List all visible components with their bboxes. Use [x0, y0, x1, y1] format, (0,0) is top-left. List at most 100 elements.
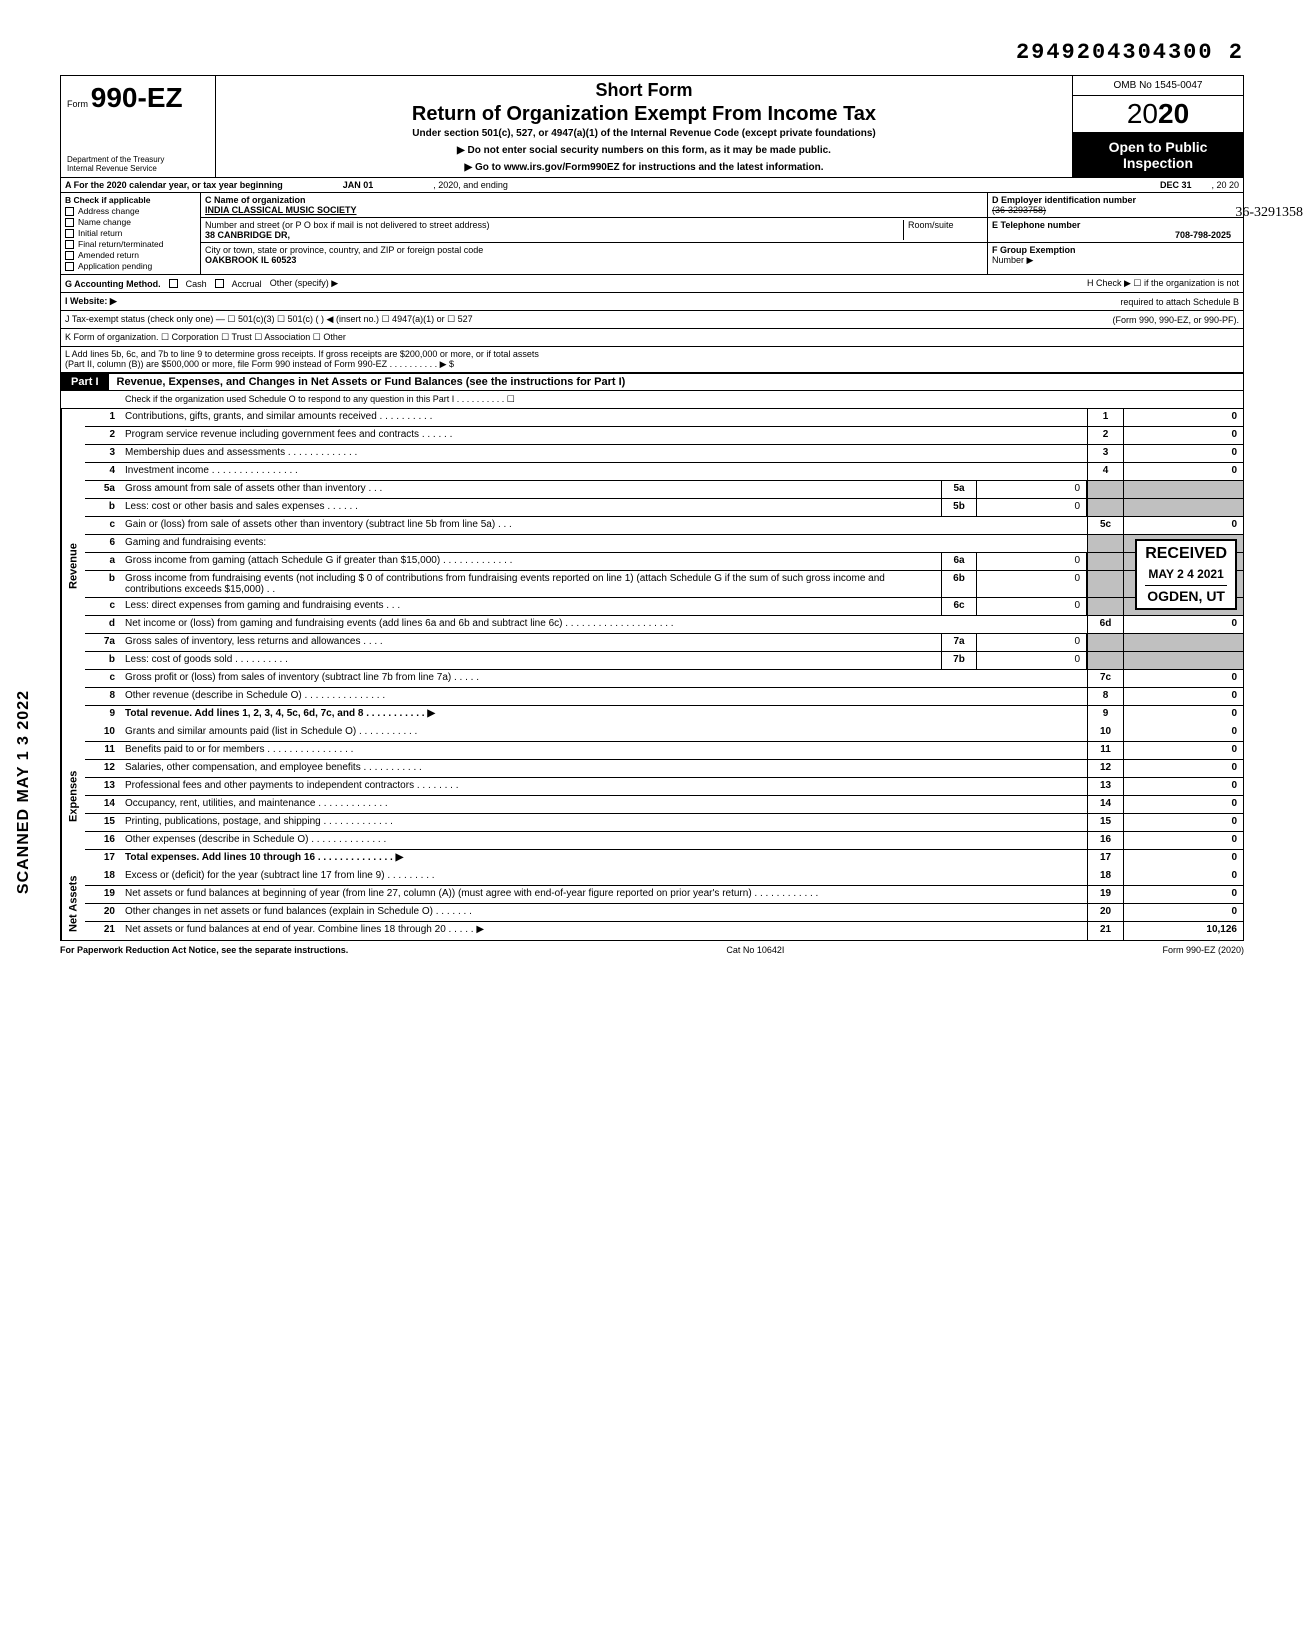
end-val: 0 — [1123, 706, 1243, 724]
end-box-shaded — [1087, 571, 1123, 597]
part1-check-text: Check if the organization used Schedule … — [65, 394, 515, 405]
f-label: F Group Exemption — [992, 245, 1076, 255]
address: 38 CANBRIDGE DR, — [205, 230, 290, 240]
line-num: a — [85, 553, 121, 570]
line-row-7a: 7aGross sales of inventory, less returns… — [85, 634, 1243, 652]
line-num: c — [85, 670, 121, 687]
end-box-shaded — [1087, 499, 1123, 516]
line-num: 14 — [85, 796, 121, 813]
line-num: b — [85, 571, 121, 597]
end-val: 0 — [1123, 832, 1243, 849]
footer-right: Form 990-EZ (2020) — [1162, 945, 1244, 955]
end-val: 0 — [1123, 724, 1243, 741]
line-desc: Salaries, other compensation, and employ… — [121, 760, 1087, 777]
lbl-accrual: Accrual — [232, 279, 262, 289]
omb-number: OMB No 1545-0047 — [1073, 76, 1243, 96]
row-a-suffix: , 20 20 — [1211, 180, 1239, 190]
line-desc: Net assets or fund balances at end of ye… — [121, 922, 1087, 940]
line-num: 1 — [85, 409, 121, 426]
short-form-title: Short Form — [226, 80, 1062, 101]
line-row-11: 11Benefits paid to or for members . . . … — [85, 742, 1243, 760]
line-row-1: 1Contributions, gifts, grants, and simil… — [85, 409, 1243, 427]
end-val: 0 — [1123, 463, 1243, 480]
lbl-final-return: Final return/terminated — [78, 239, 164, 249]
part1-header: Part I Revenue, Expenses, and Changes in… — [61, 373, 1243, 391]
row-i: I Website: ▶ required to attach Schedule… — [61, 293, 1243, 311]
end-box: 15 — [1087, 814, 1123, 831]
end-val: 0 — [1123, 742, 1243, 759]
l-text: L Add lines 5b, 6c, and 7b to line 9 to … — [65, 349, 539, 370]
line-num: b — [85, 499, 121, 516]
end-val: 0 — [1123, 904, 1243, 921]
chk-application-pending[interactable] — [65, 262, 74, 271]
mid-box: 5b — [941, 499, 977, 516]
end-box: 4 — [1087, 463, 1123, 480]
mid-box: 6c — [941, 598, 977, 615]
lbl-address-change: Address change — [78, 206, 139, 216]
scanned-stamp: SCANNED MAY 1 3 2022 — [15, 690, 33, 894]
chk-name-change[interactable] — [65, 218, 74, 227]
line-row-d: dNet income or (loss) from gaming and fu… — [85, 616, 1243, 634]
received-stamp: RECEIVED MAY 2 4 2021 OGDEN, UT — [1135, 539, 1237, 610]
mid-val: 0 — [977, 481, 1087, 498]
row-j: J Tax-exempt status (check only one) — ☐… — [61, 311, 1243, 329]
chk-final-return[interactable] — [65, 240, 74, 249]
revenue-section: Revenue 1Contributions, gifts, grants, a… — [61, 409, 1243, 724]
row-k: K Form of organization. ☐ Corporation ☐ … — [61, 329, 1243, 347]
h-text-2: required to attach Schedule B — [1120, 297, 1239, 307]
chk-amended-return[interactable] — [65, 251, 74, 260]
end-val: 0 — [1123, 868, 1243, 885]
line-row-b: bGross income from fundraising events (n… — [85, 571, 1243, 598]
open-public-badge: Open to Public Inspection — [1073, 133, 1243, 177]
row-a: A For the 2020 calendar year, or tax yea… — [61, 178, 1243, 193]
line-desc: Occupancy, rent, utilities, and maintena… — [121, 796, 1087, 813]
phone: 708-798-2025 — [992, 230, 1239, 240]
d-label: D Employer identification number — [992, 195, 1136, 205]
form-prefix: Form — [67, 99, 88, 109]
chk-initial-return[interactable] — [65, 229, 74, 238]
line-desc: Professional fees and other payments to … — [121, 778, 1087, 795]
h-text: H Check ▶ ☐ if the organization is not — [1087, 278, 1239, 289]
line-row-5a: 5aGross amount from sale of assets other… — [85, 481, 1243, 499]
dept-text: Department of the Treasury Internal Reve… — [67, 155, 164, 173]
end-box: 11 — [1087, 742, 1123, 759]
lbl-other-specify: Other (specify) ▶ — [270, 278, 338, 289]
line-row-3: 3Membership dues and assessments . . . .… — [85, 445, 1243, 463]
netassets-section: Net Assets 18Excess or (deficit) for the… — [61, 868, 1243, 940]
line-num: 12 — [85, 760, 121, 777]
info-grid: B Check if applicable Address change Nam… — [61, 193, 1243, 275]
part1-label: Part I — [61, 374, 109, 390]
part1-title: Revenue, Expenses, and Changes in Net As… — [109, 376, 626, 388]
line-row-a: aGross income from gaming (attach Schedu… — [85, 553, 1243, 571]
chk-address-change[interactable] — [65, 207, 74, 216]
line-num: 4 — [85, 463, 121, 480]
chk-cash[interactable] — [169, 279, 178, 288]
line-desc: Gross sales of inventory, less returns a… — [121, 634, 941, 651]
city-label: City or town, state or province, country… — [205, 245, 483, 255]
line-row-18: 18Excess or (deficit) for the year (subt… — [85, 868, 1243, 886]
lbl-cash: Cash — [186, 279, 207, 289]
row-a-prefix: A For the 2020 calendar year, or tax yea… — [65, 180, 283, 190]
line-row-13: 13Professional fees and other payments t… — [85, 778, 1243, 796]
line-desc: Net income or (loss) from gaming and fun… — [121, 616, 1087, 633]
end-box: 17 — [1087, 850, 1123, 868]
line-desc: Printing, publications, postage, and shi… — [121, 814, 1087, 831]
end-val-shaded — [1123, 481, 1243, 498]
line-row-17: 17Total expenses. Add lines 10 through 1… — [85, 850, 1243, 868]
end-val-shaded — [1123, 652, 1243, 669]
line-desc: Gross amount from sale of assets other t… — [121, 481, 941, 498]
mid-val: 0 — [977, 553, 1087, 570]
line-num: 11 — [85, 742, 121, 759]
line-num: 17 — [85, 850, 121, 868]
footer-left: For Paperwork Reduction Act Notice, see … — [60, 945, 348, 955]
lbl-amended-return: Amended return — [78, 250, 139, 260]
line-desc: Total expenses. Add lines 10 through 16 … — [121, 850, 1087, 868]
chk-accrual[interactable] — [215, 279, 224, 288]
subtitle: Under section 501(c), 527, or 4947(a)(1)… — [226, 128, 1062, 139]
end-val: 0 — [1123, 517, 1243, 534]
line-row-c: cLess: direct expenses from gaming and f… — [85, 598, 1243, 616]
end-val: 0 — [1123, 688, 1243, 705]
col-b-title: B Check if applicable — [65, 195, 196, 205]
row-a-mid: , 2020, and ending — [433, 180, 508, 190]
end-box: 21 — [1087, 922, 1123, 940]
